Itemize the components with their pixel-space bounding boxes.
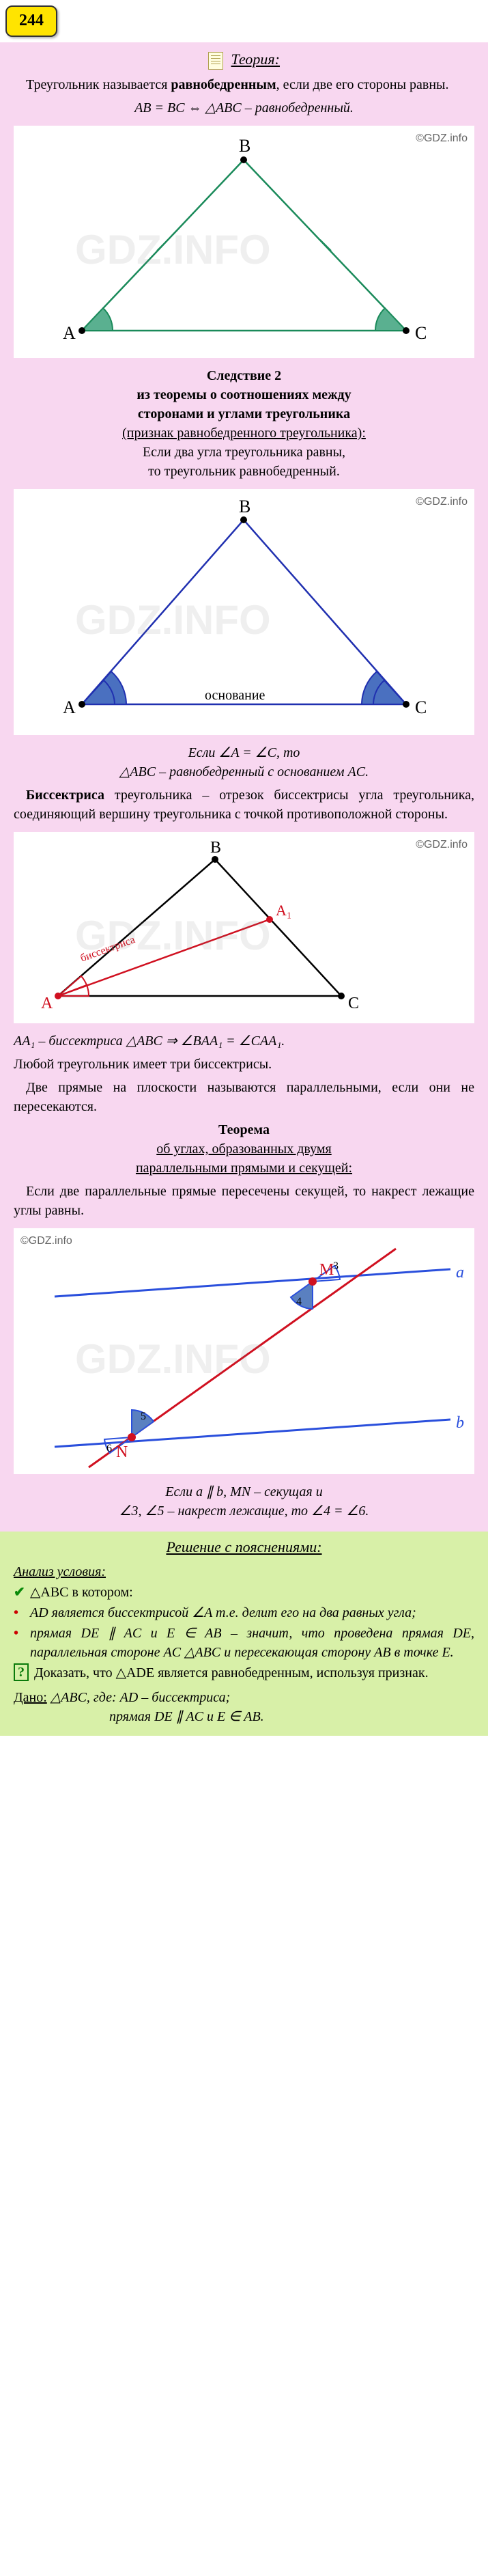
copyright: ©GDZ.info (416, 495, 468, 510)
svg-text:b: b (456, 1414, 464, 1432)
theorem-title: Теорема (14, 1120, 474, 1139)
bullet-2: • AD является биссектрисой ∠A т.е. делит… (14, 1603, 474, 1622)
svg-text:5: 5 (141, 1411, 146, 1422)
svg-text:a: a (456, 1264, 464, 1282)
svg-text:N: N (116, 1443, 128, 1461)
figure-isosceles-angles: GDZ.INFO ©GDZ.info A B C основание (14, 489, 474, 735)
note-icon (208, 52, 223, 70)
svg-text:B: B (210, 839, 221, 857)
theory-section: Теория: Треугольник называется равнобедр… (0, 42, 488, 1532)
angle-equation-a: Если ∠A = ∠C, то (14, 743, 474, 762)
solution-header: Решение с пояснениями: (14, 1537, 474, 1558)
analysis-title: Анализ условия: (14, 1562, 474, 1581)
bullet-3-text: прямая DE ∥ AC и E ∈ AB – значит, что пр… (27, 1624, 474, 1662)
copyright: ©GDZ.info (416, 837, 468, 853)
figure-isosceles-triangle: GDZ.INFO ©GDZ.info A B C (14, 126, 474, 358)
triangle-svg-2: A B C основание (14, 489, 474, 735)
problem-number-badge: 244 (5, 5, 57, 37)
parallel-svg: M N a b 3 4 5 6 (14, 1228, 474, 1474)
parallel-definition: Две прямые на плоскости называются парал… (14, 1078, 474, 1116)
solution-section: Решение с пояснениями: Анализ условия: ✔… (0, 1532, 488, 1736)
theorem-sub2: параллельными прямыми и секущей: (14, 1159, 474, 1178)
bisector-svg: A B C A₁ биссектриса (14, 832, 474, 1023)
question-icon: ? (14, 1663, 29, 1681)
svg-text:A: A (63, 323, 76, 343)
svg-text:4: 4 (296, 1296, 302, 1307)
bisector-definition: Биссектриса треугольника – отрезок биссе… (14, 786, 474, 824)
theorem-sub1: об углах, образованных двумя (14, 1139, 474, 1159)
svg-text:B: B (239, 497, 250, 516)
svg-text:C: C (348, 995, 359, 1012)
bullet-icon: • (14, 1624, 27, 1662)
svg-text:M: M (319, 1261, 334, 1279)
consequence-sub2: сторонами и углами треугольника (14, 404, 474, 424)
bullet-icon: • (14, 1603, 27, 1622)
theory-header: Теория: (14, 49, 474, 70)
triangle-svg-1: A B C (14, 126, 474, 358)
prove-text: Доказать, что △ADE является равнобедренн… (31, 1663, 474, 1682)
bullet-1: ✔ △ABC в котором: (14, 1583, 474, 1602)
svg-text:A: A (41, 995, 53, 1012)
parallel-eq-a: Если a ∥ b, MN – секущая и (14, 1482, 474, 1501)
bullet-1-text: △ABC в котором: (27, 1583, 474, 1602)
svg-text:C: C (415, 697, 427, 717)
copyright: ©GDZ.info (416, 131, 468, 146)
given-line-1: Дано: △ABC, где: AD – биссектриса; (14, 1688, 474, 1707)
bisector-word: Биссектриса (26, 788, 104, 803)
isosceles-definition: Треугольник называется равнобедренным, е… (14, 75, 474, 94)
svg-text:основание: основание (205, 688, 265, 703)
svg-text:A₁: A₁ (276, 902, 292, 919)
bullet-3: • прямая DE ∥ AC и E ∈ AB – значит, что … (14, 1624, 474, 1662)
svg-text:C: C (415, 323, 427, 343)
def-text-b: равнобедренным (171, 77, 276, 92)
consequence-text2: то треугольник равнобедренный. (14, 462, 474, 481)
def-text-c: , если две его стороны равны. (276, 77, 449, 92)
theorem-text: Если две параллельные прямые пересечены … (14, 1182, 474, 1220)
prove-line: ? Доказать, что △ADE является равнобедре… (14, 1663, 474, 1682)
svg-text:6: 6 (106, 1443, 112, 1454)
given-1: △ABC, где: AD – биссектриса; (47, 1690, 231, 1705)
consequence-text1: Если два угла треугольника равны, (14, 443, 474, 462)
consequence-sub1: из теоремы о соотношениях между (14, 385, 474, 404)
svg-text:3: 3 (333, 1260, 339, 1272)
bisector-equation: AA₁ – биссектриса △ABC ⇒ ∠BAA₁ = ∠CAA₁. (14, 1031, 474, 1051)
def-text-a: Треугольник называется (26, 77, 171, 92)
figure-parallel-lines: GDZ.INFO ©GDZ.info M N a b 3 4 5 6 (14, 1228, 474, 1474)
angle-equation-b: △ABC – равнобедренный с основанием AC. (14, 762, 474, 781)
svg-text:биссектриса: биссектриса (79, 934, 137, 965)
theory-title: Теория: (231, 51, 280, 68)
figure-bisector: GDZ.INFO ©GDZ.info A B C A₁ биссектриса (14, 832, 474, 1023)
bullet-2-text: AD является биссектрисой ∠A т.е. делит е… (27, 1603, 474, 1622)
check-icon: ✔ (14, 1583, 27, 1602)
parallel-eq-b: ∠3, ∠5 – накрест лежащие, то ∠4 = ∠6. (14, 1501, 474, 1521)
isosceles-equation: AB = BC ⇔ △ABC – равнобедренный. (14, 98, 474, 117)
given-line-2: прямая DE ∥ AC и E ∈ AB. (14, 1707, 474, 1726)
given-label: Дано: (14, 1690, 47, 1705)
copyright: ©GDZ.info (20, 1234, 72, 1249)
bisector-note: Любой треугольник имеет три биссектрисы. (14, 1055, 474, 1074)
svg-text:B: B (239, 136, 250, 156)
consequence-sub3: (признак равнобедренного треугольника): (14, 424, 474, 443)
svg-text:A: A (63, 697, 76, 717)
consequence-title: Следствие 2 (14, 366, 474, 385)
